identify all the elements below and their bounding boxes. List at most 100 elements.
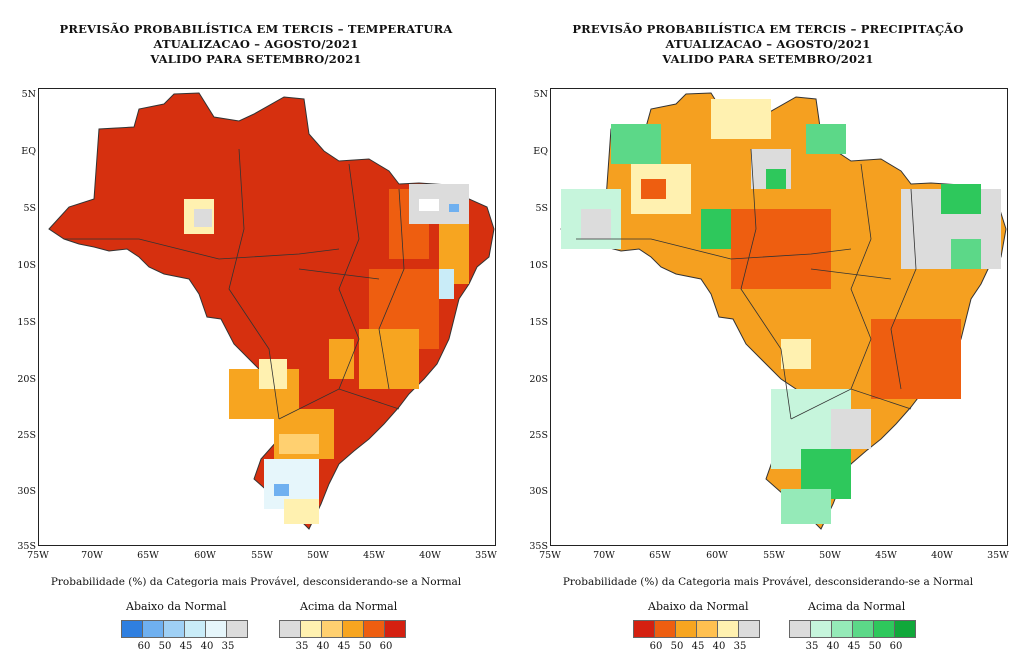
legend-swatch: [696, 620, 718, 638]
legend-swatch: [789, 620, 811, 638]
lon-label: 65W: [649, 550, 671, 561]
legend-swatch: [300, 620, 322, 638]
legend-tick: 35: [805, 641, 819, 652]
lon-label: 45W: [875, 550, 897, 561]
legend-tick: 40: [826, 641, 840, 652]
lat-label: 15S: [17, 317, 36, 328]
lon-label: 65W: [137, 550, 159, 561]
legend-tick: 50: [158, 641, 172, 652]
legend-swatch: [873, 620, 895, 638]
panel-title: PREVISÃO PROBABILÍSTICA EM TERCIS – TEMP…: [0, 22, 512, 67]
lon-label: 50W: [307, 550, 329, 561]
legend-below-title: Abaixo da Normal: [648, 600, 749, 613]
lat-label: 30S: [17, 486, 36, 497]
legend-swatch: [226, 620, 248, 638]
legend-tick: 60: [137, 641, 151, 652]
legend-swatch: [654, 620, 676, 638]
lat-label: 5N: [21, 89, 36, 100]
legend-swatch: [184, 620, 206, 638]
legend-tick: 40: [712, 641, 726, 652]
precipitation-map: [550, 88, 1008, 546]
legend-swatch: [831, 620, 853, 638]
legend-below-bar: [121, 620, 248, 638]
title-line-3: VALIDO PARA SETEMBRO/2021: [150, 52, 362, 66]
temperature-panel: PREVISÃO PROBABILÍSTICA EM TERCIS – TEMP…: [0, 22, 512, 652]
lon-label: 35W: [987, 550, 1009, 561]
legend-tick: 45: [337, 641, 351, 652]
lat-label: 25S: [529, 430, 548, 441]
legend-swatch: [363, 620, 385, 638]
lon-label: 50W: [819, 550, 841, 561]
map-caption: Probabilidade (%) da Categoria mais Prov…: [50, 576, 462, 588]
legend-swatch: [717, 620, 739, 638]
lon-label: 55W: [251, 550, 273, 561]
lat-label: EQ: [533, 146, 548, 157]
legend-swatch: [205, 620, 227, 638]
legend-below-title: Abaixo da Normal: [126, 600, 227, 613]
title-line-2: ATUALIZACAO – AGOSTO/2021: [665, 37, 871, 51]
legend-swatch: [384, 620, 406, 638]
legend-swatch: [810, 620, 832, 638]
lat-label: 35S: [529, 541, 548, 552]
legend-swatch: [633, 620, 655, 638]
legend-swatch: [321, 620, 343, 638]
panel-title: PREVISÃO PROBABILÍSTICA EM TERCIS – PREC…: [512, 22, 1024, 67]
legend-tick: 35: [733, 641, 747, 652]
legend-tick: 40: [200, 641, 214, 652]
lon-label: 60W: [706, 550, 728, 561]
legend-swatch: [675, 620, 697, 638]
lon-label: 35W: [475, 550, 497, 561]
lat-label: 35S: [17, 541, 36, 552]
lon-label: 75W: [539, 550, 561, 561]
legend-above-title: Acima da Normal: [300, 600, 398, 613]
legend-tick: 60: [379, 641, 393, 652]
legend-tick: 45: [847, 641, 861, 652]
lon-label: 40W: [419, 550, 441, 561]
lat-label: 15S: [529, 317, 548, 328]
lat-label: 25S: [17, 430, 36, 441]
lon-label: 75W: [27, 550, 49, 561]
lat-label: 5S: [23, 203, 36, 214]
legend-swatch: [738, 620, 760, 638]
title-line-1: PREVISÃO PROBABILÍSTICA EM TERCIS – PREC…: [572, 22, 964, 36]
lat-label: 5N: [533, 89, 548, 100]
title-line-3: VALIDO PARA SETEMBRO/2021: [662, 52, 874, 66]
legend-swatch: [894, 620, 916, 638]
legend-above-bar: [279, 620, 406, 638]
map-caption: Probabilidade (%) da Categoria mais Prov…: [562, 576, 974, 588]
legend-tick: 50: [358, 641, 372, 652]
legend-tick: 60: [649, 641, 663, 652]
precipitation-panel: PREVISÃO PROBABILÍSTICA EM TERCIS – PREC…: [512, 0, 1024, 662]
legend-below-bar: [633, 620, 760, 638]
legend-tick: 60: [889, 641, 903, 652]
legend-swatch: [342, 620, 364, 638]
lon-label: 70W: [81, 550, 103, 561]
lat-label: 20S: [17, 374, 36, 385]
legend-tick: 45: [691, 641, 705, 652]
lat-label: 20S: [529, 374, 548, 385]
legend-tick: 35: [295, 641, 309, 652]
legend-swatch: [852, 620, 874, 638]
lat-label: EQ: [21, 146, 36, 157]
lon-label: 55W: [763, 550, 785, 561]
lon-label: 40W: [931, 550, 953, 561]
lat-label: 10S: [529, 260, 548, 271]
legend-tick: 45: [179, 641, 193, 652]
legend-swatch: [121, 620, 143, 638]
legend-tick: 35: [221, 641, 235, 652]
legend-above-title: Acima da Normal: [808, 600, 906, 613]
title-line-2: ATUALIZACAO – AGOSTO/2021: [153, 37, 359, 51]
temperature-map: [38, 88, 496, 546]
lat-label: 30S: [529, 486, 548, 497]
legend-swatch: [142, 620, 164, 638]
lon-label: 60W: [194, 550, 216, 561]
legend-swatch: [163, 620, 185, 638]
legend-tick: 50: [868, 641, 882, 652]
lat-label: 5S: [535, 203, 548, 214]
legend-swatch: [279, 620, 301, 638]
legend-tick: 50: [670, 641, 684, 652]
title-line-1: PREVISÃO PROBABILÍSTICA EM TERCIS – TEMP…: [59, 22, 453, 36]
lon-label: 45W: [363, 550, 385, 561]
lon-label: 70W: [593, 550, 615, 561]
legend-above-bar: [789, 620, 916, 638]
